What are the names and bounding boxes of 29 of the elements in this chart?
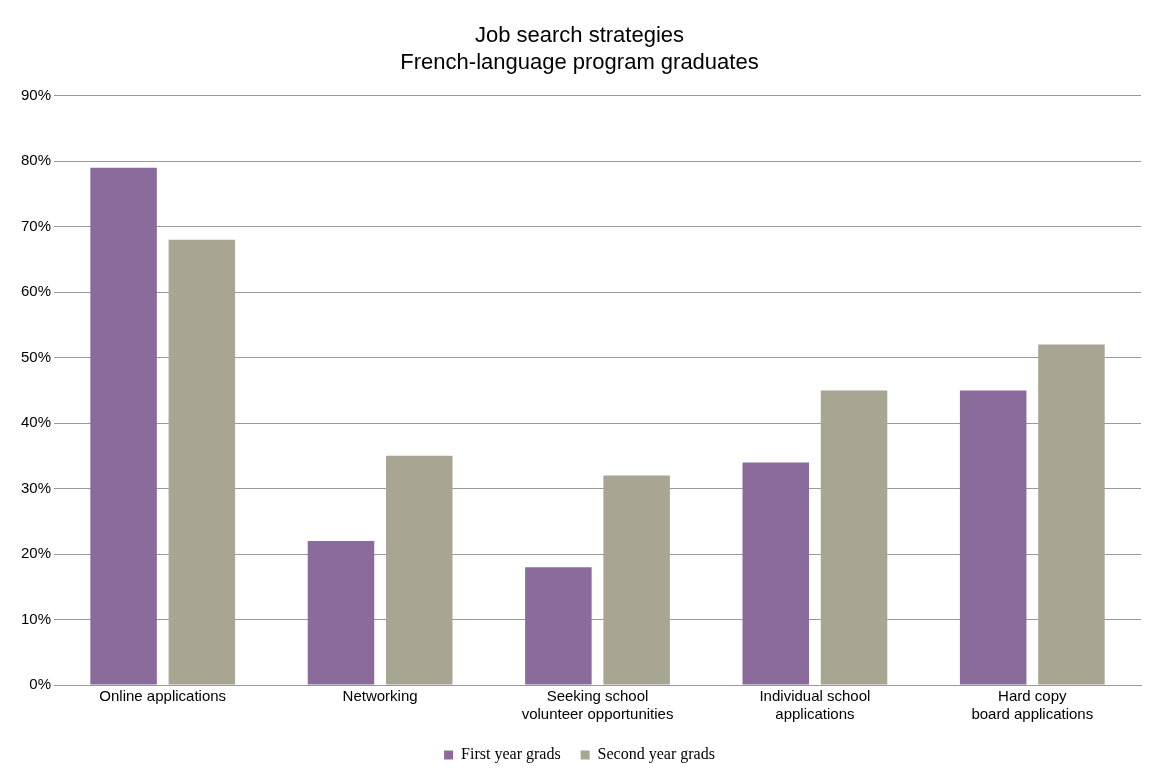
legend-label: Second year grads [597, 745, 715, 764]
y-tick-label: 40% [20, 413, 52, 431]
y-tick-label: 10% [20, 609, 52, 627]
x-tick-label: Individual school applications [759, 687, 871, 723]
bar [820, 390, 888, 685]
chart-subtitle: French-language program graduates [400, 48, 759, 74]
bar [1038, 344, 1105, 685]
x-tick-label: Seeking school volunteer opportunities [521, 687, 674, 723]
bar [168, 239, 236, 685]
bar [90, 167, 157, 685]
y-tick-label: 80% [20, 151, 52, 169]
bar [385, 455, 453, 685]
y-tick-label: 50% [20, 347, 52, 365]
x-tick-label: Online applications [99, 687, 227, 705]
x-tick-label: Networking [342, 687, 418, 705]
bar [307, 540, 375, 685]
x-tick-label: Hard copy board applications [971, 687, 1094, 723]
bar [603, 475, 670, 685]
y-tick-label: 60% [20, 282, 52, 300]
y-tick-label: 0% [29, 675, 52, 693]
y-tick-label: 30% [20, 478, 52, 496]
y-tick-label: 90% [20, 85, 52, 103]
bar [525, 567, 592, 685]
y-tick-label: 20% [20, 544, 52, 562]
bar [742, 462, 810, 685]
y-tick-label: 70% [20, 216, 52, 234]
legend-label: First year grads [461, 745, 561, 764]
bar [959, 390, 1027, 685]
chart-title: Job search strategies [474, 22, 685, 48]
